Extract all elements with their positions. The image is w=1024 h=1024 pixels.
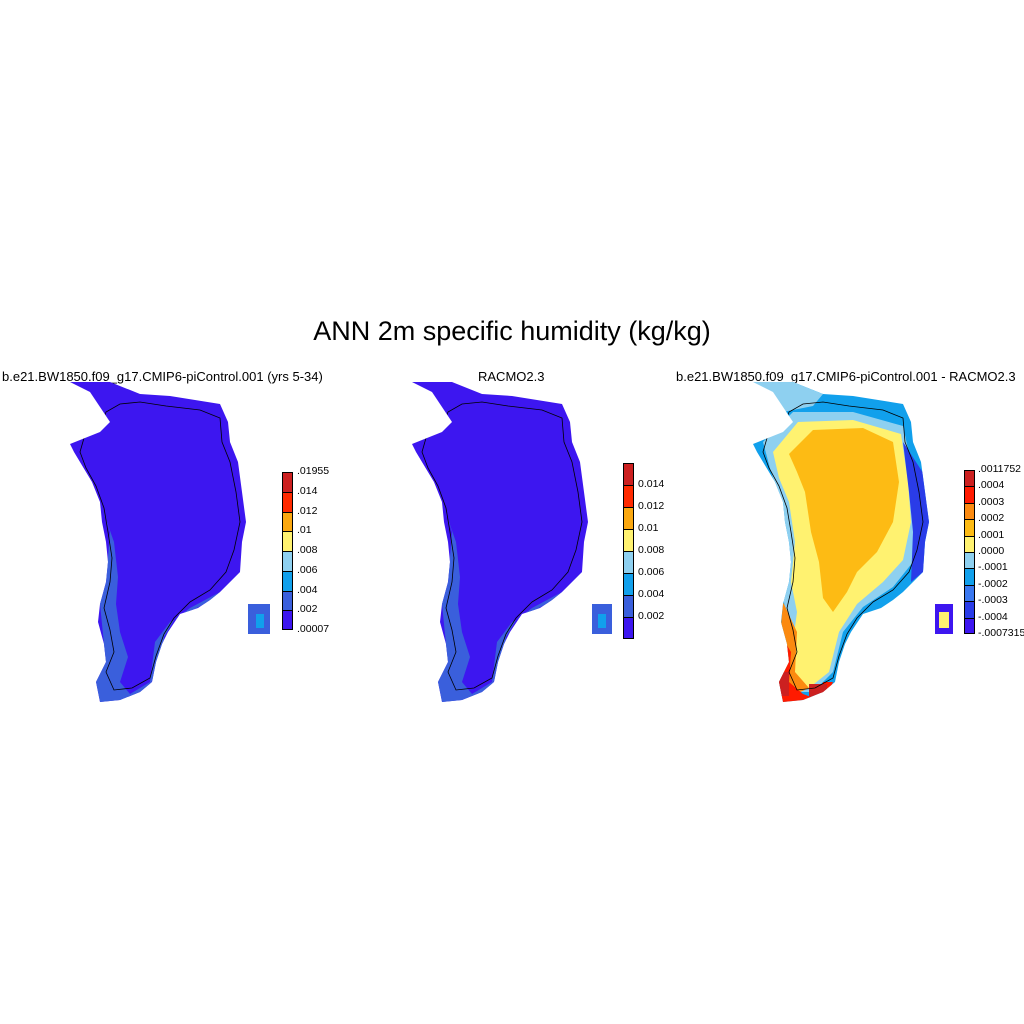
colorbar-box	[282, 551, 293, 571]
colorbar-box	[623, 507, 634, 529]
colorbar-box	[964, 584, 975, 602]
colorbar-label: .0004	[978, 479, 1005, 492]
colorbar-label: 0.012	[638, 500, 665, 512]
colorbar-box	[623, 463, 634, 485]
colorbar-box	[282, 511, 293, 532]
colorbar-label: .00007	[297, 623, 330, 635]
colorbar-box	[282, 472, 293, 492]
colorbar-box	[282, 610, 293, 630]
colorbar-box	[623, 529, 634, 551]
colorbar-label: .004	[297, 583, 318, 596]
colorbar-box	[282, 590, 293, 611]
colorbar-label: -.0002	[978, 577, 1008, 590]
colorbar-box	[964, 535, 975, 552]
colorbar-label: .0011752	[978, 463, 1022, 475]
map-panel-model	[70, 382, 270, 702]
colorbar-label: .0001	[978, 528, 1005, 541]
colorbar-box	[964, 617, 975, 634]
colorbar-box	[964, 568, 975, 585]
colorbar-label: 0.006	[638, 566, 665, 578]
colorbar-label: .01955	[297, 465, 330, 477]
colorbar-label: .0003	[978, 495, 1005, 508]
colorbar-box	[282, 570, 293, 591]
panel-title-model: b.e21.BW1850.f09_g17.CMIP6-piControl.001…	[2, 369, 323, 384]
colorbar-label: -.0007315	[978, 627, 1024, 639]
colorbar-box	[964, 486, 975, 503]
colorbar-box	[282, 491, 293, 512]
colorbar-label: 0.01	[638, 522, 659, 534]
colorbar-label: -.0003	[978, 594, 1008, 607]
colorbar-label: -.0004	[978, 610, 1008, 623]
colorbar-label: -.0001	[978, 561, 1008, 574]
colorbar-label: .014	[297, 484, 318, 497]
colorbar-label: 0.014	[638, 478, 665, 490]
colorbar-box	[623, 485, 634, 507]
colorbar-box	[623, 617, 634, 639]
colorbar-box	[282, 531, 293, 551]
colorbar-label: 0.004	[638, 588, 665, 600]
map-panel-obs	[412, 382, 612, 702]
colorbar-label: .0002	[978, 512, 1005, 525]
colorbar-label: .002	[297, 603, 318, 616]
colorbar-box	[964, 552, 975, 569]
main-title: ANN 2m specific humidity (kg/kg)	[313, 316, 711, 346]
colorbar-label: 0.008	[638, 544, 665, 556]
colorbar-box	[964, 601, 975, 618]
colorbar-label: .008	[297, 544, 318, 556]
colorbar-label: 0.002	[638, 610, 665, 622]
colorbar-box	[964, 502, 975, 520]
panel-title-diff: b.e21.BW1850.f09_g17.CMIP6-piControl.001…	[676, 369, 1016, 384]
colorbar-box	[964, 470, 975, 487]
map-panel-diff	[753, 382, 953, 702]
colorbar-label: .012	[297, 504, 318, 517]
colorbar-box	[623, 551, 634, 573]
colorbar-label: .006	[297, 563, 318, 576]
colorbar-box	[623, 595, 634, 617]
colorbar-box	[623, 573, 634, 595]
colorbar-label: .0000	[978, 545, 1005, 557]
panel-title-obs: RACMO2.3	[478, 369, 545, 384]
colorbar-label: .01	[297, 524, 312, 537]
colorbar-box	[964, 519, 975, 536]
